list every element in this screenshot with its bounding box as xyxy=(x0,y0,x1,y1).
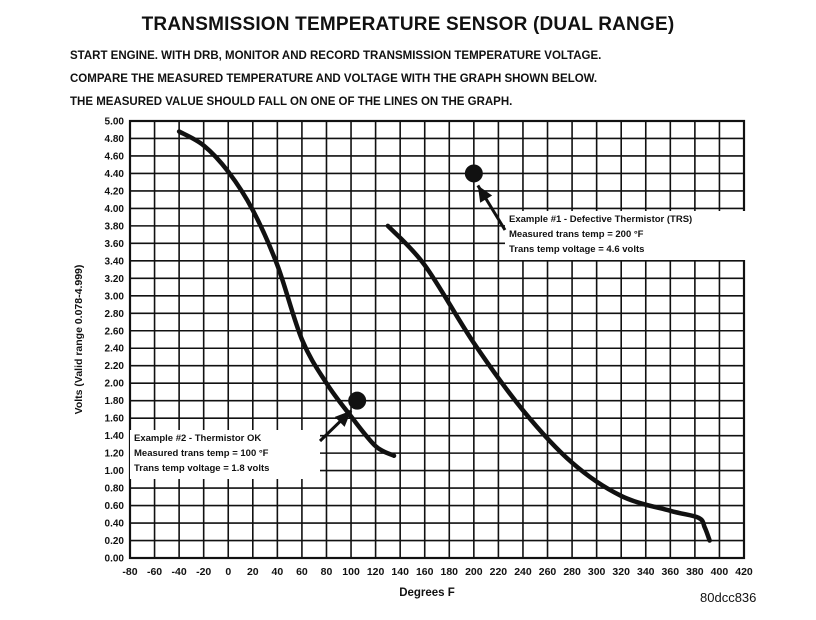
example-1-annotation-line: Trans temp voltage = 4.6 volts xyxy=(509,244,644,255)
y-tick-label: 0.80 xyxy=(105,484,125,495)
example-2-annotation-line: Example #2 - Thermistor OK xyxy=(134,433,261,444)
x-tick-label: 300 xyxy=(588,566,606,578)
y-tick-label: 0.20 xyxy=(105,536,125,547)
example-2-annotation-line: Measured trans temp = 100 °F xyxy=(134,448,269,459)
series-line-high-range xyxy=(385,223,712,543)
x-tick-label: 360 xyxy=(662,566,680,578)
y-tick-label: 2.40 xyxy=(105,344,125,355)
x-tick-label: 40 xyxy=(272,566,284,578)
y-tick-label: 2.80 xyxy=(105,309,125,320)
example-1-annotation-line: Example #1 - Defective Thermistor (TRS) xyxy=(509,214,692,225)
x-tick-label: 80 xyxy=(321,566,333,578)
x-tick-label: 60 xyxy=(296,566,308,578)
x-tick-label: 160 xyxy=(416,566,434,578)
y-tick-label: 3.80 xyxy=(105,221,125,232)
example-2-arrow-head xyxy=(334,410,352,427)
instruction-line-1: START ENGINE. WITH DRB, MONITOR AND RECO… xyxy=(70,50,602,62)
series-line-low-range xyxy=(176,129,397,458)
y-tick-label: 1.80 xyxy=(105,396,125,407)
y-tick-label: 1.20 xyxy=(105,449,125,460)
y-tick-label: 4.40 xyxy=(105,169,125,180)
x-tick-label: 0 xyxy=(225,566,231,578)
x-tick-label: -60 xyxy=(147,566,162,578)
y-tick-label: 2.60 xyxy=(105,326,125,337)
x-tick-label: -80 xyxy=(122,566,137,578)
x-tick-label: -20 xyxy=(196,566,211,578)
example-2-point xyxy=(348,391,367,410)
x-tick-label: 340 xyxy=(637,566,655,578)
x-tick-label: 120 xyxy=(367,566,385,578)
instruction-line-2: COMPARE THE MEASURED TEMPERATURE AND VOL… xyxy=(70,73,598,85)
x-tick-label: 380 xyxy=(686,566,704,578)
y-tick-label: 2.20 xyxy=(105,361,125,372)
x-tick-label: 420 xyxy=(735,566,753,578)
x-tick-label: 100 xyxy=(342,566,360,578)
y-tick-label: 3.20 xyxy=(105,274,125,285)
example-1-point xyxy=(464,164,483,183)
y-tick-label: 4.80 xyxy=(105,134,125,145)
y-tick-label: 4.20 xyxy=(105,186,125,197)
instruction-line-3: THE MEASURED VALUE SHOULD FALL ON ONE OF… xyxy=(70,96,513,108)
y-tick-label: 3.60 xyxy=(105,239,125,250)
x-tick-label: 180 xyxy=(441,566,459,578)
x-tick-label: 240 xyxy=(514,566,532,578)
y-tick-label: 0.60 xyxy=(105,501,125,512)
y-tick-label: 1.00 xyxy=(105,466,125,477)
y-tick-label: 1.60 xyxy=(105,414,125,425)
chart-title: TRANSMISSION TEMPERATURE SENSOR (DUAL RA… xyxy=(141,14,675,35)
x-tick-label: 400 xyxy=(711,566,729,578)
x-tick-label: 320 xyxy=(612,566,630,578)
y-tick-label: 4.00 xyxy=(105,204,125,215)
y-tick-label: 3.00 xyxy=(105,291,125,302)
y-tick-label: 0.40 xyxy=(105,519,125,530)
y-tick-label: 3.40 xyxy=(105,256,125,267)
y-tick-label: 2.00 xyxy=(105,379,125,390)
example-1-arrow-head xyxy=(477,185,493,203)
figure-id: 80dcc836 xyxy=(700,590,757,605)
x-tick-label: 20 xyxy=(247,566,259,578)
x-tick-label: 280 xyxy=(563,566,581,578)
y-tick-label: 5.00 xyxy=(105,117,125,128)
example-2-annotation-line: Trans temp voltage = 1.8 volts xyxy=(134,463,269,474)
plot-frame xyxy=(128,119,746,560)
x-tick-label: 140 xyxy=(391,566,409,578)
x-tick-label: 220 xyxy=(490,566,508,578)
example-1-annotation-line: Measured trans temp = 200 °F xyxy=(509,229,644,240)
annotation-background xyxy=(505,211,749,260)
x-tick-label: 260 xyxy=(539,566,557,578)
annotation-background xyxy=(130,430,320,479)
x-tick-label: -40 xyxy=(172,566,187,578)
y-tick-label: 1.40 xyxy=(105,431,125,442)
y-tick-label: 4.60 xyxy=(105,151,125,162)
y-axis-label: Volts (Valid range 0.078-4.999) xyxy=(73,265,85,415)
x-axis-label: Degrees F xyxy=(399,587,455,599)
y-tick-label: 0.00 xyxy=(105,554,125,565)
x-tick-label: 200 xyxy=(465,566,483,578)
